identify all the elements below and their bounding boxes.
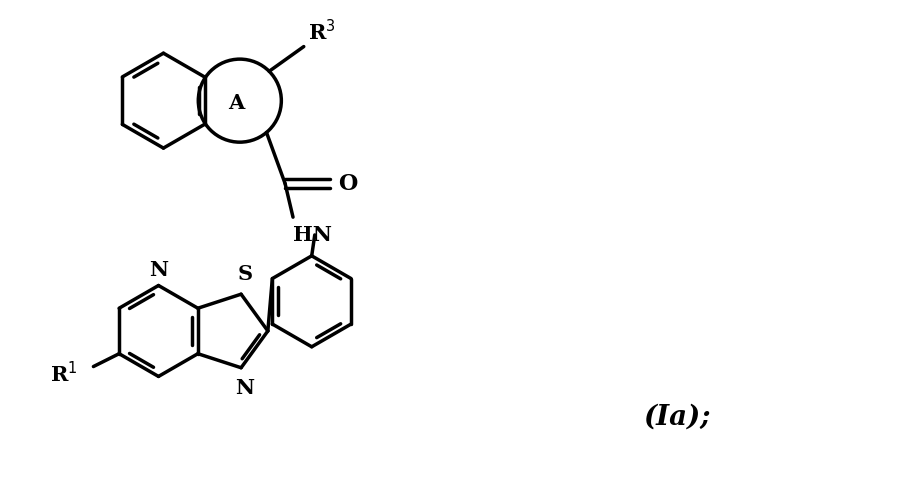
Text: N: N [236,378,254,398]
Text: HN: HN [293,225,332,245]
Text: S: S [238,264,252,284]
Text: R$^3$: R$^3$ [308,19,335,45]
Text: O: O [339,172,358,195]
Text: R$^{1}$: R$^{1}$ [50,361,78,386]
Text: N: N [149,259,168,280]
Text: A: A [228,92,244,113]
Text: (Ia);: (Ia); [644,404,711,430]
